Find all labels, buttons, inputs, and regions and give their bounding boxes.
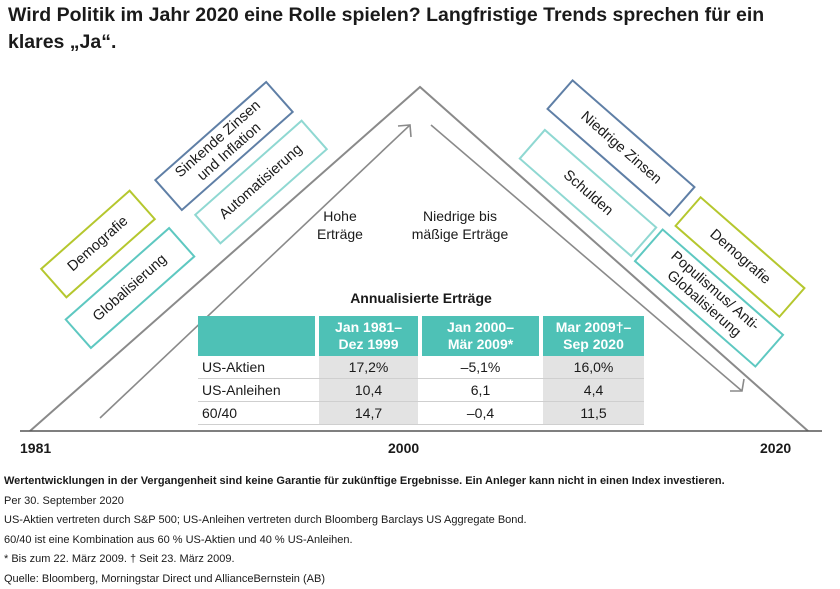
footnotes: Wertentwicklungen in der Vergangenheit s… — [4, 472, 834, 589]
index-definition: US-Aktien vertreten durch S&P 500; US-An… — [4, 511, 834, 531]
table-header-row: Jan 1981–Dez 1999 Jan 2000–Mär 2009* Mar… — [198, 316, 644, 356]
phase-label-low-returns: Niedrige bis mäßige Erträge — [400, 207, 520, 243]
portfolio-definition: 60/40 ist eine Kombination aus 60 % US-A… — [4, 531, 834, 551]
as-of-date: Per 30. September 2020 — [4, 492, 834, 512]
header-period-1: Jan 1981–Dez 1999 — [319, 316, 418, 356]
year-label-start: 1981 — [20, 440, 51, 456]
year-label-mid: 2000 — [388, 440, 419, 456]
table-row: US-Aktien 17,2% –5,1% 16,0% — [198, 356, 644, 379]
table-row: US-Anleihen 10,4 6,1 4,4 — [198, 379, 644, 402]
falling-trend-arrowhead — [730, 379, 744, 391]
source-note: Quelle: Bloomberg, Morningstar Direct un… — [4, 570, 834, 589]
year-label-end: 2020 — [760, 440, 791, 456]
phase-label-high-returns: Hohe Erträge — [300, 207, 380, 243]
header-empty — [198, 316, 315, 356]
header-period-3: Mar 2009†–Sep 2020 — [543, 316, 644, 356]
table-title: Annualisierte Erträge — [198, 290, 644, 306]
table-row: 60/40 14,7 –0,4 11,5 — [198, 402, 644, 425]
disclaimer: Wertentwicklungen in der Vergangenheit s… — [4, 472, 834, 492]
returns-table: Jan 1981–Dez 1999 Jan 2000–Mär 2009* Mar… — [198, 316, 644, 425]
date-footnote: * Bis zum 22. März 2009. † Seit 23. März… — [4, 550, 834, 570]
header-period-2: Jan 2000–Mär 2009* — [422, 316, 539, 356]
